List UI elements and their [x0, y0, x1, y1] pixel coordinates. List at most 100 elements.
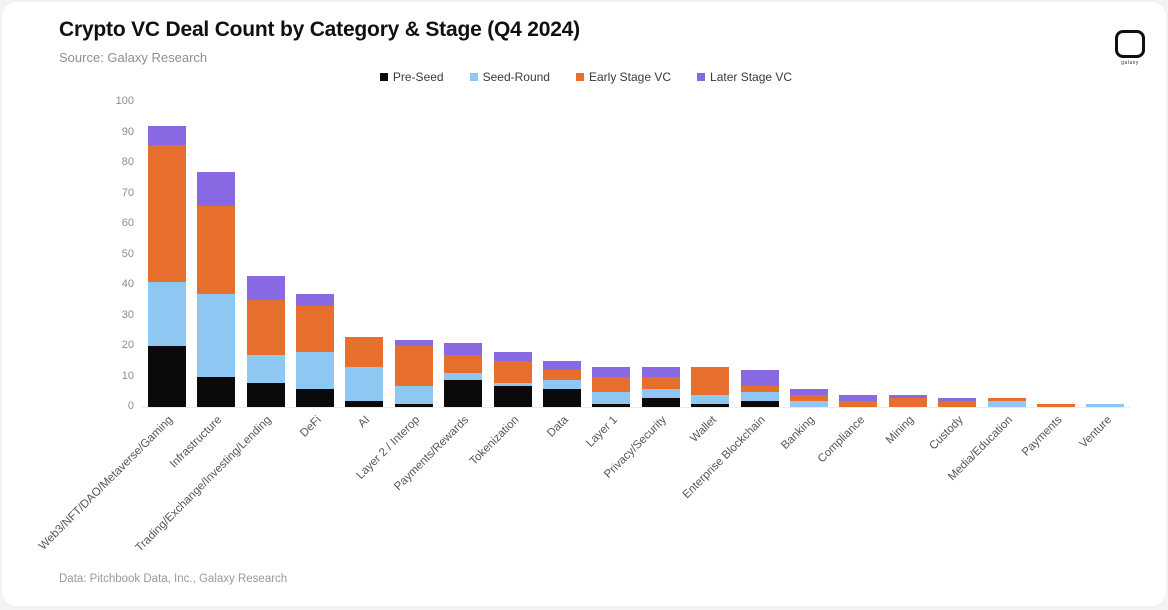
x-category-label: Data [544, 414, 571, 440]
legend-item-later-stage-vc: Later Stage VC [697, 70, 792, 84]
stacked-bar-ai [345, 336, 384, 407]
bar-segment-seed-round [592, 391, 631, 404]
y-tick-label: 40 [121, 278, 134, 290]
legend-label: Early Stage VC [588, 70, 672, 84]
x-category-label: Enterprise Blockchain [680, 414, 768, 502]
bar-segment-pre-seed [592, 403, 631, 407]
y-tick-label: 10 [121, 369, 134, 382]
stacked-bar-web3-nft-dao-metaverse-gaming [147, 126, 186, 407]
x-category-label: Tokenization [467, 414, 521, 468]
bar-column [587, 102, 636, 407]
bar-segment-seed-round [246, 355, 285, 383]
bar-segment-early-stage-vc [592, 376, 631, 392]
x-category-label: Payments [1019, 414, 1065, 459]
stacked-bar-privacy-security [641, 367, 680, 407]
legend-item-seed-round: Seed-Round [469, 70, 550, 84]
legend-swatch-icon [575, 73, 584, 81]
bar-column [290, 102, 339, 407]
bar-segment-early-stage-vc [740, 385, 779, 392]
bar-segment-early-stage-vc [789, 394, 828, 401]
bar-segment-pre-seed [641, 397, 680, 407]
bar-column [537, 102, 586, 407]
stacked-bar-trading-exchange-investing-lending [246, 275, 285, 407]
stacked-bar-layer-1 [592, 367, 631, 407]
bar-segment-early-stage-vc [641, 376, 680, 389]
bar-segment-pre-seed [345, 400, 384, 407]
legend-swatch-icon [697, 73, 706, 81]
galaxy-logo: galaxy [1110, 30, 1150, 66]
x-category-label: Mining [883, 414, 917, 447]
data-footnote: Data: Pitchbook Data, Inc., Galaxy Resea… [59, 573, 288, 585]
legend-swatch-icon [379, 73, 388, 81]
bar-segment-early-stage-vc [542, 370, 581, 380]
bar-column [241, 102, 290, 407]
bar-segment-seed-round [740, 391, 779, 401]
bar-column [982, 102, 1031, 407]
bar-segment-later-stage-vc [147, 126, 186, 145]
bar-segment-early-stage-vc [147, 144, 186, 282]
bar-segment-later-stage-vc [789, 388, 828, 395]
stacked-bar-layer-2-interop [394, 339, 433, 407]
bar-segment-pre-seed [394, 403, 433, 407]
bar-column [488, 102, 537, 407]
bar-column [438, 102, 487, 407]
bar-segment-early-stage-vc [345, 336, 384, 368]
bar-column [142, 102, 191, 407]
bar-segment-later-stage-vc [493, 352, 532, 362]
legend: Pre-Seed Seed-Round Early Stage VC Later St… [2, 70, 1168, 84]
bar-segment-later-stage-vc [246, 275, 285, 301]
bar-segment-early-stage-vc [938, 400, 977, 407]
bar-segment-seed-round [641, 388, 680, 398]
y-tick-label: 100 [115, 95, 134, 107]
bar-column [735, 102, 784, 407]
legend-label: Seed-Round [482, 70, 550, 84]
stacked-bar-payments-rewards [444, 342, 483, 407]
bar-segment-early-stage-vc [839, 400, 878, 407]
galaxy-logo-text: galaxy [1121, 60, 1139, 66]
bar-segment-seed-round [789, 400, 828, 407]
bar-segment-seed-round [394, 385, 433, 404]
y-tick-label: 60 [121, 217, 134, 229]
stacked-bar-custody [938, 397, 977, 407]
galaxy-logo-icon [1115, 30, 1145, 58]
bar-segment-later-stage-vc [592, 367, 631, 377]
legend-label: Pre-Seed [392, 70, 444, 84]
stacked-bar-wallet [691, 367, 730, 407]
stacked-bar-banking [789, 388, 828, 407]
bar-segment-later-stage-vc [295, 294, 334, 307]
bar-segment-seed-round [444, 373, 483, 380]
bar-segment-seed-round [493, 382, 532, 386]
x-category-label: Wallet [687, 414, 719, 445]
bar-segment-early-stage-vc [1037, 403, 1076, 407]
plot-area [142, 102, 1130, 408]
bar-column [685, 102, 734, 407]
bar-column [784, 102, 833, 407]
legend-item-early-stage-vc: Early Stage VC [575, 70, 672, 84]
legend-item-pre-seed: Pre-Seed [379, 70, 444, 84]
bar-segment-later-stage-vc [542, 361, 581, 371]
x-category-label: Venture [1077, 414, 1114, 451]
bar-segment-later-stage-vc [740, 370, 779, 386]
bar-column [191, 102, 240, 407]
bar-segment-later-stage-vc [444, 342, 483, 356]
bar-segment-pre-seed [691, 403, 730, 407]
bar-segment-pre-seed [740, 400, 779, 407]
stacked-bar-tokenization [493, 352, 532, 407]
bar-segment-pre-seed [197, 376, 236, 407]
bar-column [883, 102, 932, 407]
bar-segment-pre-seed [295, 388, 334, 407]
bar-segment-seed-round [147, 281, 186, 346]
stacked-bar-compliance [839, 394, 878, 407]
bar-segment-seed-round [295, 352, 334, 389]
stacked-bar-payments [1037, 403, 1076, 407]
bar-segment-seed-round [345, 367, 384, 401]
bar-segment-early-stage-vc [987, 397, 1026, 401]
x-category-label: AI [356, 414, 373, 431]
bar-column [636, 102, 685, 407]
bar-segment-later-stage-vc [839, 394, 878, 401]
stacked-bar-enterprise-blockchain [740, 370, 779, 407]
x-category-label: Custody [927, 414, 966, 453]
bar-segment-seed-round [987, 400, 1026, 407]
y-tick-label: 0 [127, 400, 134, 412]
